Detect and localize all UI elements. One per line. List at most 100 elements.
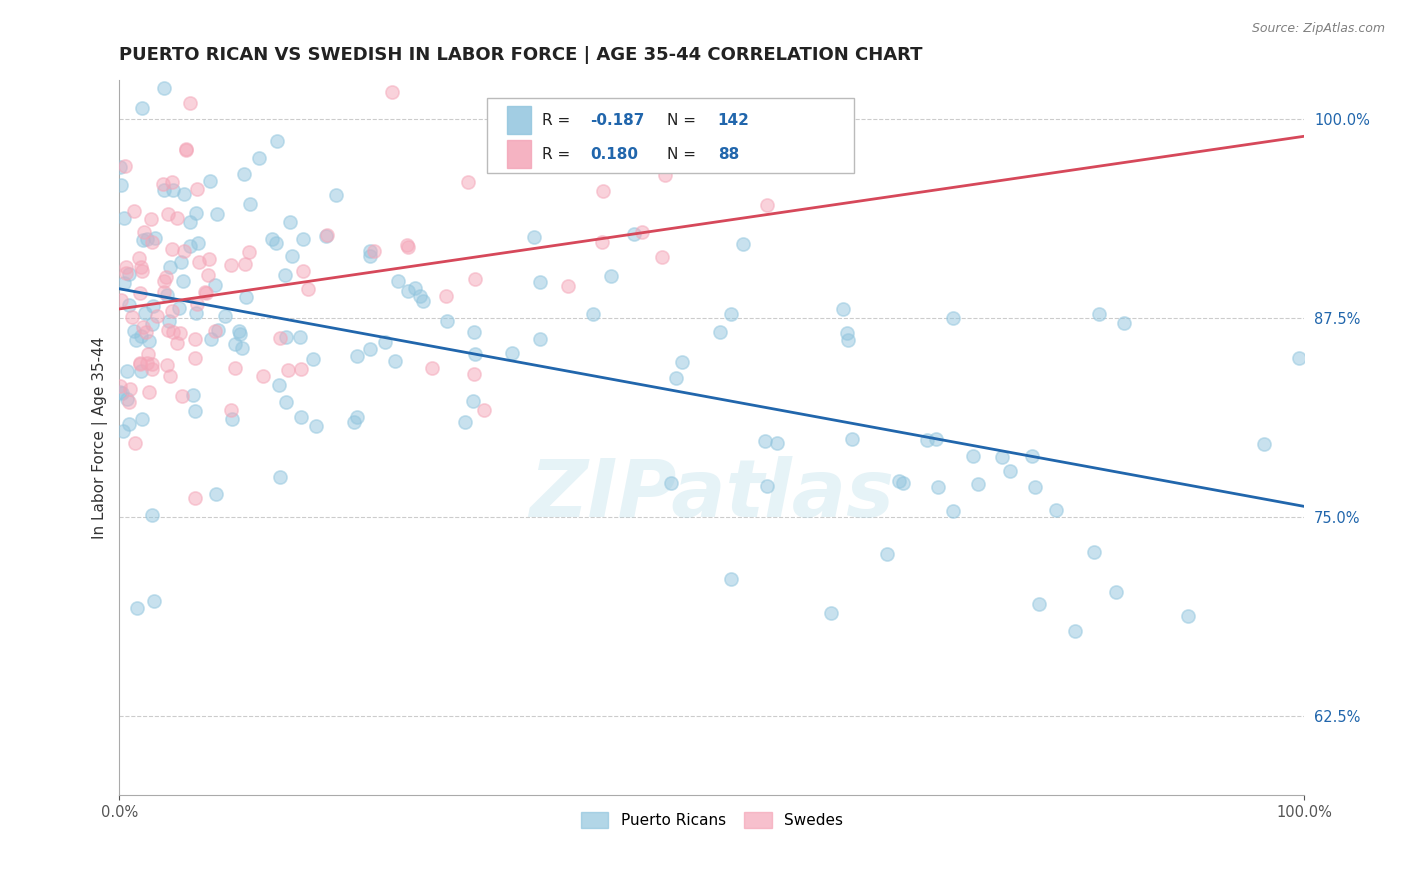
- Y-axis label: In Labor Force | Age 35-44: In Labor Force | Age 35-44: [93, 336, 108, 539]
- Swedes: [395, 238, 418, 252]
- Puerto Ricans: [529, 275, 551, 289]
- Swedes: [269, 331, 291, 345]
- Puerto Ricans: [665, 370, 688, 384]
- Swedes: [457, 175, 479, 189]
- Puerto Ricans: [228, 327, 250, 342]
- Puerto Ricans: [1064, 624, 1087, 638]
- Puerto Ricans: [207, 323, 229, 337]
- Puerto Ricans: [276, 394, 298, 409]
- Puerto Ricans: [887, 475, 910, 489]
- Puerto Ricans: [205, 207, 228, 221]
- Puerto Ricans: [1105, 585, 1128, 599]
- Swedes: [114, 266, 136, 280]
- Swedes: [166, 336, 188, 351]
- Swedes: [170, 388, 193, 402]
- Puerto Ricans: [461, 394, 484, 409]
- Swedes: [162, 175, 184, 189]
- Puerto Ricans: [359, 249, 381, 263]
- Puerto Ricans: [134, 306, 156, 320]
- Swedes: [153, 285, 176, 300]
- Puerto Ricans: [108, 160, 131, 174]
- Puerto Ricans: [454, 415, 477, 429]
- Puerto Ricans: [301, 351, 323, 366]
- Swedes: [110, 293, 132, 307]
- Puerto Ricans: [142, 594, 165, 608]
- Puerto Ricans: [966, 476, 988, 491]
- Swedes: [132, 320, 155, 334]
- Swedes: [381, 86, 404, 100]
- Swedes: [124, 435, 146, 450]
- Puerto Ricans: [1028, 597, 1050, 611]
- Puerto Ricans: [235, 290, 257, 304]
- Text: 142: 142: [718, 112, 749, 128]
- Puerto Ricans: [288, 330, 311, 344]
- Swedes: [141, 235, 163, 249]
- Swedes: [756, 198, 779, 212]
- Swedes: [464, 271, 486, 285]
- Text: R =: R =: [543, 112, 575, 128]
- Puerto Ricans: [111, 386, 134, 401]
- Puerto Ricans: [129, 329, 152, 343]
- Puerto Ricans: [132, 233, 155, 247]
- Puerto Ricans: [115, 392, 138, 406]
- Puerto Ricans: [941, 311, 963, 326]
- Puerto Ricans: [184, 205, 207, 219]
- Swedes: [297, 282, 319, 296]
- Puerto Ricans: [167, 301, 190, 316]
- Puerto Ricans: [346, 409, 368, 424]
- Swedes: [624, 113, 647, 128]
- Puerto Ricans: [582, 307, 605, 321]
- FancyBboxPatch shape: [508, 140, 530, 169]
- Puerto Ricans: [998, 464, 1021, 478]
- Puerto Ricans: [153, 183, 176, 197]
- Swedes: [654, 168, 676, 182]
- Puerto Ricans: [766, 436, 789, 450]
- Text: N =: N =: [666, 146, 700, 161]
- Puerto Ricans: [162, 183, 184, 197]
- Swedes: [131, 264, 153, 278]
- Swedes: [159, 368, 181, 383]
- Puerto Ricans: [841, 432, 863, 446]
- Puerto Ricans: [600, 268, 623, 283]
- Swedes: [132, 225, 155, 239]
- Text: PUERTO RICAN VS SWEDISH IN LABOR FORCE | AGE 35-44 CORRELATION CHART: PUERTO RICAN VS SWEDISH IN LABOR FORCE |…: [120, 46, 922, 64]
- Puerto Ricans: [396, 284, 419, 298]
- Puerto Ricans: [122, 324, 145, 338]
- Swedes: [198, 252, 221, 267]
- Legend: Puerto Ricans, Swedes: Puerto Ricans, Swedes: [575, 806, 849, 834]
- Puerto Ricans: [343, 415, 366, 429]
- Swedes: [131, 260, 153, 274]
- Swedes: [118, 382, 141, 396]
- Puerto Ricans: [359, 342, 381, 356]
- Puerto Ricans: [214, 310, 236, 324]
- Puerto Ricans: [623, 227, 645, 241]
- Puerto Ricans: [1177, 609, 1199, 624]
- Puerto Ricans: [463, 325, 485, 339]
- Puerto Ricans: [1288, 351, 1310, 365]
- Puerto Ricans: [239, 196, 262, 211]
- Puerto Ricans: [129, 364, 152, 378]
- Puerto Ricans: [141, 508, 163, 522]
- Puerto Ricans: [501, 345, 523, 359]
- Puerto Ricans: [1114, 316, 1136, 330]
- Puerto Ricans: [184, 306, 207, 320]
- Swedes: [141, 357, 163, 371]
- Swedes: [157, 323, 180, 337]
- Puerto Ricans: [172, 274, 194, 288]
- Swedes: [252, 368, 274, 383]
- Swedes: [631, 225, 654, 239]
- Swedes: [194, 285, 217, 300]
- Puerto Ricans: [269, 470, 291, 484]
- Swedes: [233, 257, 256, 271]
- Puerto Ricans: [136, 232, 159, 246]
- Puerto Ricans: [325, 188, 347, 202]
- Swedes: [187, 255, 209, 269]
- Puerto Ricans: [291, 232, 314, 246]
- Puerto Ricans: [1088, 307, 1111, 321]
- Swedes: [128, 286, 150, 301]
- Swedes: [186, 297, 208, 311]
- Puerto Ricans: [179, 215, 201, 229]
- Swedes: [135, 325, 157, 339]
- Puerto Ricans: [224, 337, 246, 351]
- Puerto Ricans: [1021, 449, 1043, 463]
